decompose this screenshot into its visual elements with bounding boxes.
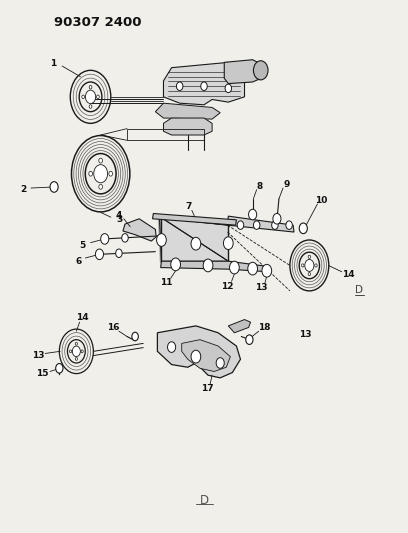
Circle shape: [89, 85, 92, 89]
Circle shape: [132, 332, 138, 341]
Text: 3: 3: [117, 215, 123, 224]
Polygon shape: [155, 103, 220, 119]
Circle shape: [95, 249, 104, 260]
Circle shape: [89, 171, 93, 176]
Circle shape: [203, 259, 213, 272]
Text: 8: 8: [257, 182, 263, 191]
Circle shape: [225, 84, 232, 93]
Text: 10: 10: [315, 196, 328, 205]
Circle shape: [72, 346, 80, 357]
Polygon shape: [224, 60, 265, 84]
Circle shape: [308, 272, 310, 276]
Circle shape: [176, 82, 183, 91]
Circle shape: [224, 237, 233, 249]
Text: 12: 12: [221, 281, 234, 290]
Circle shape: [115, 249, 122, 257]
Polygon shape: [161, 261, 269, 272]
Circle shape: [191, 350, 201, 363]
Text: 9: 9: [284, 180, 290, 189]
Polygon shape: [228, 319, 251, 333]
Circle shape: [253, 221, 260, 229]
Text: 17: 17: [201, 384, 213, 393]
Circle shape: [305, 260, 314, 271]
Polygon shape: [123, 219, 156, 241]
Circle shape: [85, 90, 95, 103]
Circle shape: [308, 255, 310, 259]
Circle shape: [168, 342, 175, 352]
Circle shape: [69, 350, 72, 353]
Circle shape: [299, 223, 307, 233]
Circle shape: [246, 335, 253, 344]
Text: D: D: [355, 285, 363, 295]
Text: D: D: [200, 495, 208, 507]
Text: 14: 14: [341, 270, 354, 279]
Polygon shape: [182, 340, 231, 372]
Text: 15: 15: [36, 369, 49, 378]
Circle shape: [97, 95, 99, 99]
Polygon shape: [153, 214, 236, 225]
Circle shape: [216, 358, 224, 368]
Text: 5: 5: [79, 241, 86, 250]
Circle shape: [315, 264, 317, 267]
Polygon shape: [164, 118, 212, 135]
Circle shape: [82, 95, 84, 99]
Circle shape: [191, 237, 201, 250]
Circle shape: [248, 209, 257, 220]
Circle shape: [89, 104, 92, 108]
Circle shape: [237, 221, 244, 229]
Circle shape: [157, 233, 166, 246]
Circle shape: [253, 61, 268, 80]
Circle shape: [171, 258, 180, 271]
Circle shape: [273, 214, 281, 224]
Circle shape: [75, 358, 78, 360]
Circle shape: [50, 182, 58, 192]
Circle shape: [201, 82, 207, 91]
Text: 13: 13: [31, 351, 44, 360]
Circle shape: [272, 221, 278, 229]
Circle shape: [75, 342, 78, 345]
Circle shape: [262, 264, 272, 277]
Text: 16: 16: [106, 323, 119, 332]
Circle shape: [99, 184, 102, 189]
Circle shape: [55, 364, 63, 373]
Polygon shape: [162, 217, 228, 261]
Polygon shape: [157, 326, 240, 378]
Circle shape: [122, 233, 128, 242]
Text: 90307 2400: 90307 2400: [54, 16, 142, 29]
Text: 18: 18: [258, 323, 270, 332]
Text: 13: 13: [255, 283, 268, 292]
Circle shape: [109, 171, 113, 176]
Polygon shape: [164, 62, 244, 105]
Text: 7: 7: [185, 201, 192, 211]
Circle shape: [302, 264, 304, 267]
Text: 14: 14: [76, 313, 89, 322]
Circle shape: [248, 262, 257, 275]
Circle shape: [99, 158, 102, 163]
Circle shape: [101, 233, 109, 244]
Text: 2: 2: [20, 185, 27, 194]
Circle shape: [286, 221, 293, 229]
Text: 1: 1: [50, 60, 56, 68]
Text: 11: 11: [160, 278, 173, 287]
Circle shape: [94, 165, 108, 183]
Circle shape: [81, 350, 83, 353]
Text: 13: 13: [299, 330, 312, 339]
Text: 4: 4: [116, 211, 122, 220]
Circle shape: [230, 261, 239, 274]
Text: 6: 6: [75, 257, 82, 265]
Polygon shape: [228, 216, 294, 232]
